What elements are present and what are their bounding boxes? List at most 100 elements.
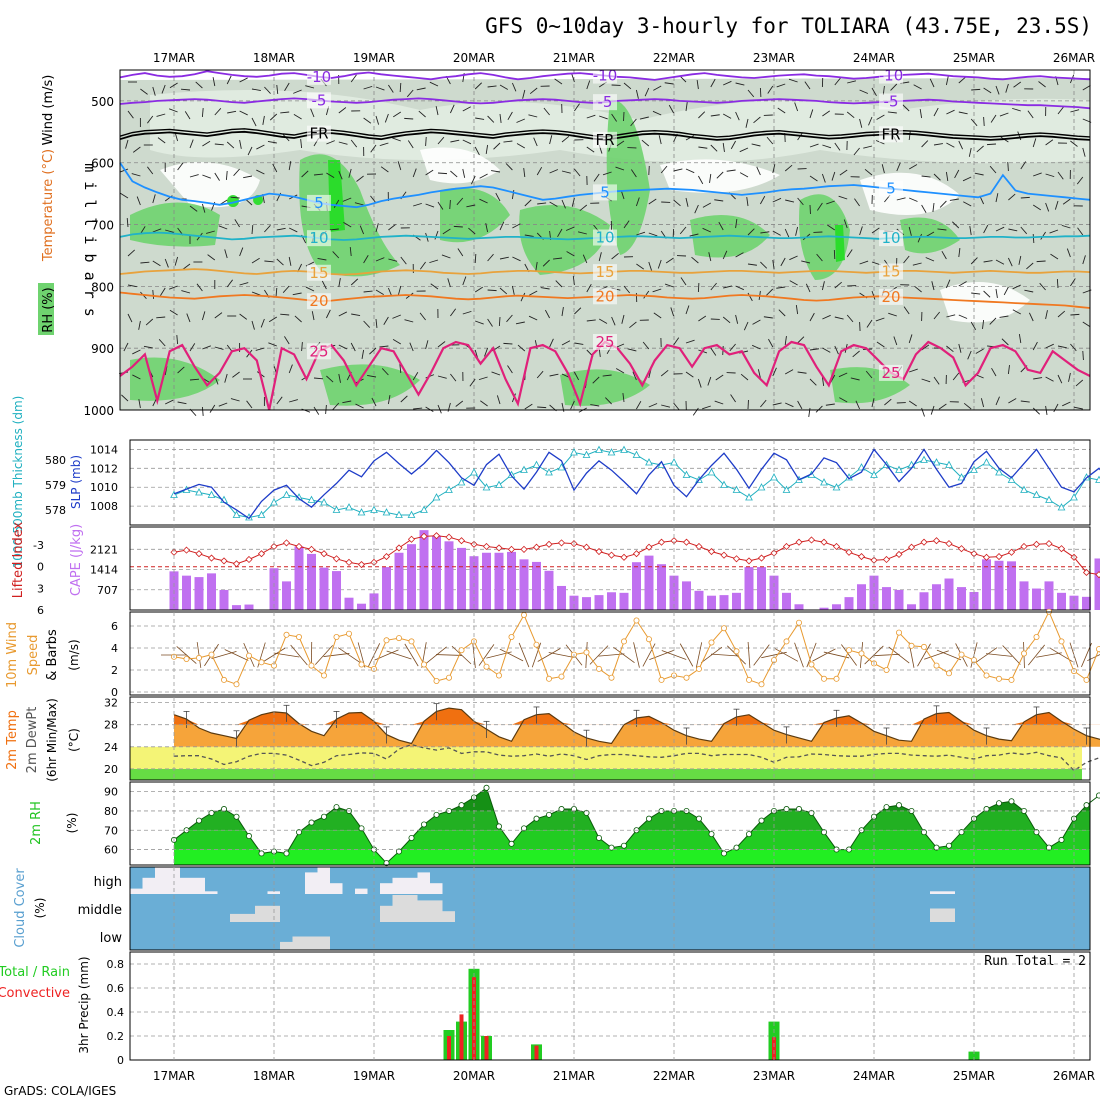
wind-barb <box>718 221 724 231</box>
cloud-cell <box>180 877 193 894</box>
wind-barb <box>1012 107 1021 112</box>
wind-barb <box>515 321 525 325</box>
cape-bar <box>1032 588 1041 610</box>
wind-barb <box>126 217 129 228</box>
cape-bar <box>494 552 504 610</box>
wind-barb <box>356 175 364 182</box>
date-label-bottom: 24MAR <box>853 1069 895 1083</box>
wind-barb <box>498 316 501 327</box>
wind-barb <box>419 312 426 321</box>
cloud-row-label: low <box>100 931 123 946</box>
temp-band-low <box>130 768 1082 780</box>
wind-barb <box>202 345 211 350</box>
wind-barb <box>834 281 842 289</box>
wind-barb <box>822 110 831 117</box>
date-label-top: 23MAR <box>753 51 795 65</box>
wind-barb <box>1050 253 1059 260</box>
isotherm-label: 25 <box>881 364 900 382</box>
wind-barb <box>1045 202 1050 212</box>
wind-barb <box>611 252 619 260</box>
wind-barb <box>809 143 819 148</box>
cloud-cell <box>942 908 955 922</box>
wind-barb <box>739 147 749 153</box>
wind-barb <box>834 316 844 320</box>
wind-barb <box>772 230 781 236</box>
wind10m-point <box>883 667 890 674</box>
wind-barb <box>615 166 625 171</box>
isotherm-label: 5 <box>600 183 610 201</box>
wind-barb <box>914 285 922 293</box>
rh2m-point <box>458 802 465 809</box>
wind-barb <box>326 172 335 179</box>
wind10m-point <box>958 651 965 658</box>
cape-bar <box>294 546 304 610</box>
rh2m-point <box>1096 792 1100 799</box>
wind-barb <box>958 314 968 319</box>
wind-barb <box>218 225 228 230</box>
temperature-legend-label: Temperature (°C) <box>41 149 56 262</box>
rh2m-point <box>220 806 227 813</box>
wind-barb <box>388 84 394 93</box>
wind-barb <box>785 199 795 203</box>
wind-barb <box>224 249 228 259</box>
wind-barb <box>239 313 248 320</box>
wind-barb <box>816 253 823 262</box>
wind-barb <box>698 315 707 322</box>
cloud-cell <box>267 891 280 894</box>
wind-barb <box>709 173 712 183</box>
rh2m-point <box>320 813 327 820</box>
wind-barb <box>1018 334 1022 344</box>
wind-barb <box>702 405 711 410</box>
lifted-index-point <box>345 558 353 566</box>
wind-barb <box>931 281 935 291</box>
wind-barb <box>908 334 913 344</box>
wind-barb <box>496 395 501 405</box>
isotherm-label-bg <box>879 230 904 247</box>
wind-barb <box>317 257 327 261</box>
wind-barb <box>152 86 156 96</box>
wind-barb <box>1062 198 1071 205</box>
wind-barb <box>1061 224 1071 229</box>
wind-barb <box>138 320 141 330</box>
wind-barb <box>437 172 448 175</box>
wind-barb <box>247 146 253 156</box>
wind-barb <box>753 116 761 124</box>
temp-tick-label: 20 <box>104 763 118 776</box>
cape-bar <box>607 592 616 610</box>
thickness-point <box>320 498 328 506</box>
wind-barb <box>653 312 662 319</box>
wind10m-point <box>320 672 327 679</box>
thickness-point <box>1032 490 1041 498</box>
isotherm-label: 15 <box>881 263 900 281</box>
lifted-index-point <box>932 537 941 545</box>
wind-barb <box>557 228 563 238</box>
wind-barb <box>1008 193 1016 201</box>
wind-barb <box>990 114 997 123</box>
wind10m-point <box>908 642 915 649</box>
lifted-index-point <box>332 555 341 563</box>
cape-bar <box>282 581 291 610</box>
lifted-index-point <box>1095 571 1100 579</box>
wind-barb <box>772 164 776 174</box>
wind-barb <box>908 226 912 236</box>
thickness-point <box>357 508 366 516</box>
date-label-bottom: 26MAR <box>1053 1069 1095 1083</box>
rh2m-unit-label: (%) <box>65 813 79 834</box>
thickness-point <box>520 465 528 473</box>
wind-barb <box>685 339 695 344</box>
wind-barb <box>932 202 935 212</box>
wind-barb <box>635 197 640 207</box>
wind-barb <box>850 377 860 381</box>
wind-barb <box>491 170 501 173</box>
wind-barb <box>592 376 600 384</box>
wind-barb <box>859 226 863 236</box>
lifted-index-point <box>545 540 553 548</box>
wind-barb <box>946 142 955 148</box>
thickness-point <box>545 468 553 476</box>
cloud-row-label: high <box>94 875 122 890</box>
date-label-top: 24MAR <box>853 51 895 65</box>
precip-total-bar <box>968 1051 980 1060</box>
temp-tick-label: 28 <box>104 719 118 732</box>
lifted-index-point <box>395 544 403 552</box>
wind-barb <box>1013 81 1022 88</box>
